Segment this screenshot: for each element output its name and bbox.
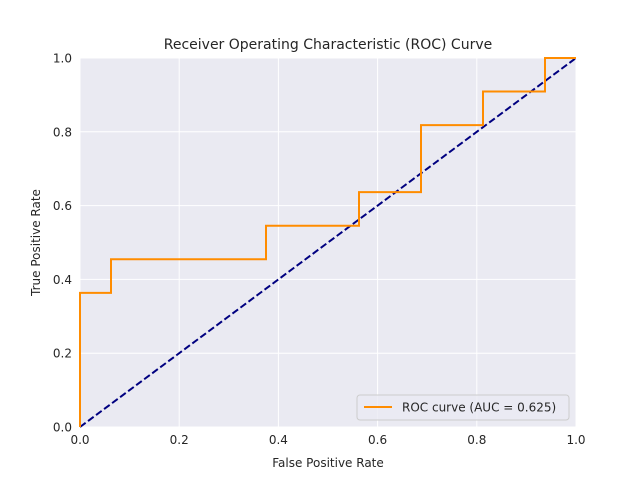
legend: ROC curve (AUC = 0.625) xyxy=(356,394,570,421)
y-tick-label: 0.2 xyxy=(53,347,72,361)
tick-labels: 0.0 0.2 0.4 0.6 0.8 1.0 0.0 0.2 0.4 0.6 0.8 1.0 xyxy=(53,52,586,448)
y-tick-label: 0.0 xyxy=(53,421,72,435)
roc-curve-line xyxy=(79,57,576,427)
legend-label-roc: ROC curve (AUC = 0.625) xyxy=(402,401,556,415)
y-tick-label: 1.0 xyxy=(53,52,72,66)
x-tick-label: 0.4 xyxy=(269,433,288,447)
y-tick-label: 0.6 xyxy=(53,199,72,213)
x-tick-label: 0.8 xyxy=(467,433,486,447)
series-layer xyxy=(79,57,577,428)
legend-box xyxy=(356,394,570,421)
x-axis-label: False Positive Rate xyxy=(272,456,384,470)
x-tick-label: 0.6 xyxy=(368,433,387,447)
x-tick-label: 0.0 xyxy=(70,433,89,447)
x-tick-label: 0.2 xyxy=(170,433,189,447)
grid-lines xyxy=(79,57,577,428)
chart-title: Receiver Operating Characteristic (ROC) … xyxy=(164,37,493,53)
x-tick-label: 1.0 xyxy=(566,433,585,447)
y-tick-label: 0.4 xyxy=(53,273,72,287)
y-axis-label: True Positive Rate xyxy=(29,189,43,297)
chance-diagonal-line xyxy=(79,57,577,428)
y-tick-label: 0.8 xyxy=(53,125,72,139)
